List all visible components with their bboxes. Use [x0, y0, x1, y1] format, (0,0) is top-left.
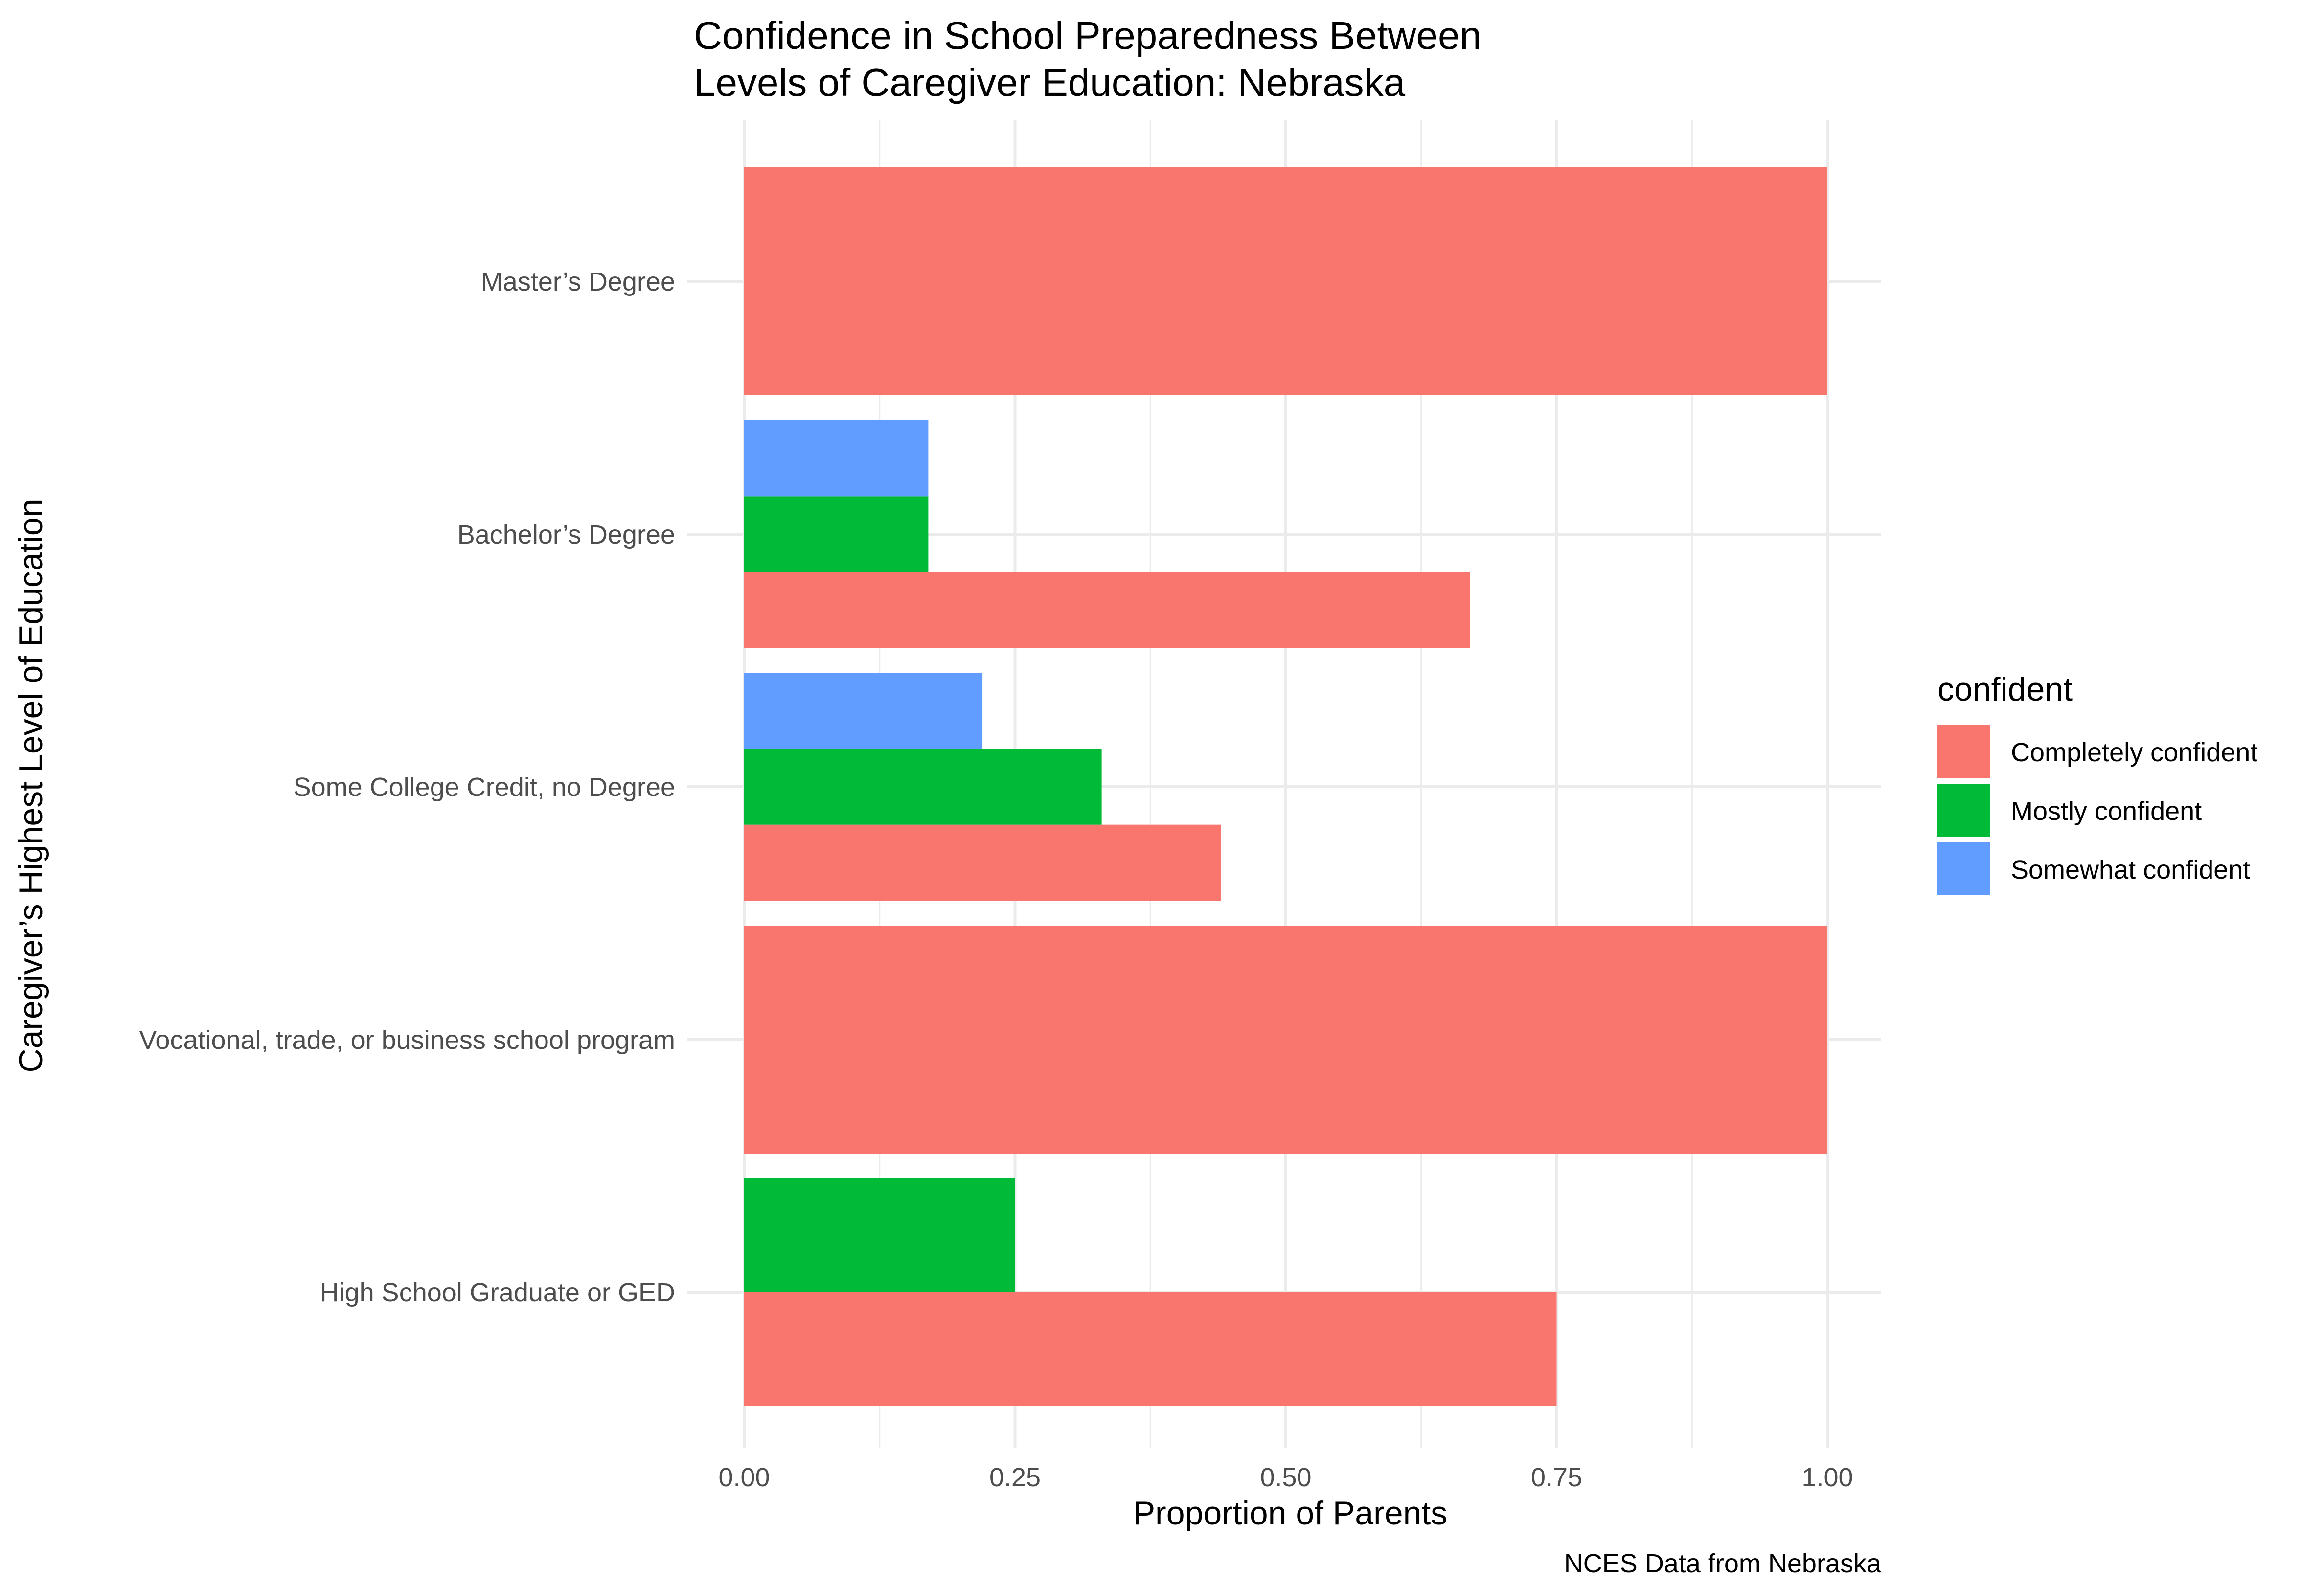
legend-label: Completely confident	[2011, 738, 2257, 767]
x-tick-label: 1.00	[1801, 1463, 1853, 1492]
bar-somewhat-confident	[744, 673, 983, 749]
x-tick-label: 0.25	[989, 1463, 1041, 1492]
bar-completely-confident	[744, 572, 1470, 648]
x-tick-label: 0.75	[1531, 1463, 1582, 1492]
legend-key	[1937, 784, 1990, 837]
legend-title: confident	[1937, 671, 2073, 708]
legend-label: Mostly confident	[2011, 796, 2202, 826]
legend-label: Somewhat confident	[2011, 855, 2250, 885]
y-tick-label: Vocational, trade, or business school pr…	[139, 1025, 675, 1055]
chart-title-line-2: Levels of Caregiver Education: Nebraska	[694, 61, 1406, 104]
x-tick-labels: 0.00 0.25 0.50 0.75 1.00	[718, 1463, 1853, 1492]
bar-completely-confident	[744, 824, 1221, 901]
bar-mostly-confident	[744, 496, 929, 572]
legend-key	[1937, 842, 1990, 895]
caption: NCES Data from Nebraska	[1564, 1549, 1882, 1578]
legend: confident Completely confident Mostly con…	[1937, 671, 2257, 895]
y-tick-labels: Master’s Degree Bachelor’s Degree Some Col…	[139, 267, 675, 1307]
y-tick-label: High School Graduate or GED	[320, 1278, 675, 1307]
y-tick-label: Master’s Degree	[481, 267, 675, 296]
x-tick-label: 0.00	[718, 1463, 770, 1492]
y-axis-title: Caregiver’s Highest Level of Education	[12, 499, 49, 1072]
x-axis-title: Proportion of Parents	[1133, 1495, 1448, 1532]
bars	[744, 167, 1827, 1406]
chart-title-line-1: Confidence in School Preparedness Betwee…	[694, 14, 1481, 57]
bar-completely-confident	[744, 167, 1827, 395]
bar-completely-confident	[744, 926, 1827, 1154]
bar-somewhat-confident	[744, 420, 929, 497]
x-tick-label: 0.50	[1260, 1463, 1311, 1492]
y-tick-label: Bachelor’s Degree	[457, 520, 675, 549]
bar-mostly-confident	[744, 1178, 1015, 1292]
y-tick-label: Some College Credit, no Degree	[294, 772, 675, 802]
legend-key	[1937, 725, 1990, 778]
bar-mostly-confident	[744, 749, 1102, 825]
bar-completely-confident	[744, 1292, 1557, 1406]
